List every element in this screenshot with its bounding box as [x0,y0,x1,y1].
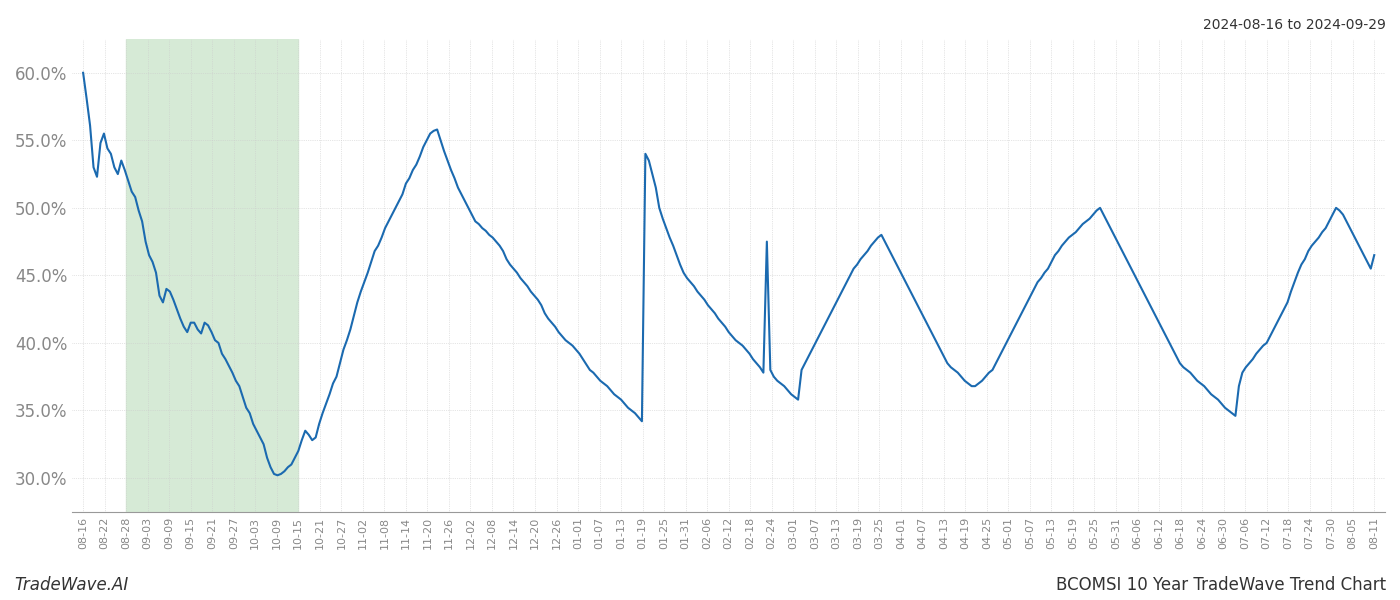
Text: TradeWave.AI: TradeWave.AI [14,576,129,594]
Text: 2024-08-16 to 2024-09-29: 2024-08-16 to 2024-09-29 [1203,18,1386,32]
Text: BCOMSI 10 Year TradeWave Trend Chart: BCOMSI 10 Year TradeWave Trend Chart [1056,576,1386,594]
Bar [126,39,298,512]
